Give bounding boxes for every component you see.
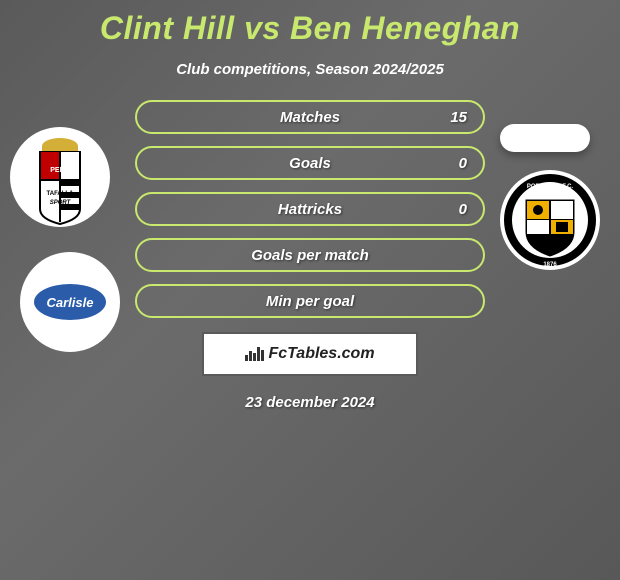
- stat-value: 0: [459, 155, 467, 172]
- stat-value: 0: [459, 201, 467, 218]
- stat-row-min-per-goal: Min per goal: [135, 284, 485, 318]
- player2-badge-pill: [500, 124, 590, 152]
- stat-label: Matches: [280, 109, 340, 126]
- page-title: Clint Hill vs Ben Heneghan: [0, 0, 620, 47]
- page-subtitle: Club competitions, Season 2024/2025: [0, 61, 620, 78]
- svg-text:Carlisle: Carlisle: [47, 295, 94, 310]
- stat-row-goals: Goals 0: [135, 146, 485, 180]
- player1-club-badge: PEÑA TAFALLA SPORT: [10, 124, 110, 230]
- attribution-link[interactable]: FcTables.com: [202, 332, 418, 376]
- stat-rows: Matches 15 Goals 0 Hattricks 0 Goals per…: [135, 100, 485, 318]
- stat-label: Min per goal: [266, 293, 354, 310]
- stat-row-matches: Matches 15: [135, 100, 485, 134]
- port-vale-badge: PORT VALE F.C. 1876: [500, 170, 600, 270]
- stat-label: Goals per match: [251, 247, 369, 264]
- svg-text:1876: 1876: [543, 262, 557, 268]
- stat-label: Goals: [289, 155, 331, 172]
- stat-label: Hattricks: [278, 201, 342, 218]
- stat-row-hattricks: Hattricks 0: [135, 192, 485, 226]
- attribution-text: FcTables.com: [268, 345, 374, 363]
- bar-chart-icon: [245, 347, 264, 361]
- stat-row-goals-per-match: Goals per match: [135, 238, 485, 272]
- svg-text:PORT VALE F.C.: PORT VALE F.C.: [527, 184, 574, 190]
- stat-value: 15: [450, 109, 467, 126]
- svg-text:PEÑA: PEÑA: [50, 165, 69, 174]
- date-text: 23 december 2024: [0, 394, 620, 411]
- carlisle-badge: Carlisle: [20, 252, 120, 352]
